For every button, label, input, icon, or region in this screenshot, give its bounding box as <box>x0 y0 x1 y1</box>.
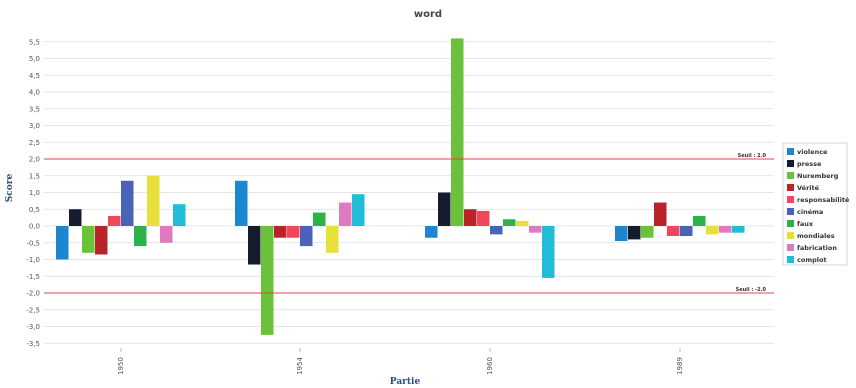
bar-presse-1960 <box>438 192 451 226</box>
bar-Nuremberg-1960 <box>451 38 464 227</box>
bar-complot-1989 <box>732 226 745 233</box>
bar-presse-1950 <box>69 209 82 226</box>
y-tick-label: 2,0 <box>29 156 40 164</box>
bar-mondiales-1950 <box>147 175 160 226</box>
threshold-label: Seuil : -2.0 <box>736 287 767 293</box>
y-tick-label: 3,5 <box>29 105 40 113</box>
bar-violence-1950 <box>56 226 69 260</box>
bar-complot-1960 <box>542 226 555 278</box>
y-tick-label: -0,5 <box>26 239 40 247</box>
bar-cinéma-1960 <box>490 226 503 235</box>
legend-swatch-mondiales <box>787 232 794 239</box>
y-tick-label: 0,0 <box>29 223 40 231</box>
threshold-lines: Seuil : 2.0 Seuil : -2.0 <box>44 153 774 294</box>
y-tick-label: 2,5 <box>29 139 40 147</box>
legend-swatch-Nuremberg <box>787 172 794 179</box>
y-axis-label: Score <box>5 174 15 203</box>
y-tick-label: -3,5 <box>26 340 40 348</box>
bar-cinéma-1954 <box>300 226 313 247</box>
x-tick-label: 1954 <box>296 357 304 375</box>
bar-mondiales-1960 <box>516 220 529 226</box>
bar-fabrication-1960 <box>529 226 542 233</box>
bar-responsabilité-1960 <box>477 210 490 226</box>
y-tick-label: -1,0 <box>26 256 40 264</box>
legend-swatch-complot <box>787 256 794 263</box>
x-axis-label: Partie <box>390 377 421 387</box>
bar-violence-1954 <box>235 180 248 226</box>
y-tick-label: -2,5 <box>26 306 40 314</box>
legend-swatch-fabrication <box>787 244 794 251</box>
y-tick-label: -1,5 <box>26 273 40 281</box>
bar-cinéma-1989 <box>680 226 693 237</box>
y-axis-ticks: 5,5 5,0 4,5 4,0 3,5 3,0 2,5 2,0 1,5 1,0 0,5 0,0 -0,5… <box>26 38 40 348</box>
bar-Vérité-1989 <box>654 202 667 226</box>
bar-fabrication-1989 <box>719 226 732 233</box>
bar-Nuremberg-1954 <box>261 226 274 335</box>
x-tick-label: 1950 <box>117 357 125 375</box>
bar-responsabilité-1989 <box>667 226 680 237</box>
bar-cinéma-1950 <box>121 180 134 226</box>
legend-label: faux <box>797 220 814 228</box>
y-tick-label: 4,5 <box>29 72 40 80</box>
threshold-label: Seuil : 2.0 <box>738 153 767 159</box>
legend-swatch-violence <box>787 148 794 155</box>
bar-Nuremberg-1989 <box>641 226 654 238</box>
bar-presse-1954 <box>248 226 261 265</box>
bar-faux-1950 <box>134 226 147 247</box>
bar-mondiales-1954 <box>326 226 339 253</box>
legend: violence presse Nuremberg Vérité responsabil… <box>782 142 850 266</box>
legend-swatch-faux <box>787 220 794 227</box>
bar-faux-1989 <box>693 215 706 226</box>
bar-responsabilité-1950 <box>108 215 121 226</box>
legend-swatch-responsabilité <box>787 196 794 203</box>
bar-presse-1989 <box>628 226 641 240</box>
legend-label: Nuremberg <box>797 172 839 180</box>
legend-label: cinéma <box>797 208 823 216</box>
bar-Nuremberg-1950 <box>82 226 95 253</box>
legend-label: presse <box>797 160 822 168</box>
chart-title: word <box>414 9 442 20</box>
y-tick-label: 3,0 <box>29 122 40 130</box>
bar-responsabilité-1954 <box>287 226 300 238</box>
y-tick-label: 5,5 <box>29 38 40 46</box>
bar-fabrication-1950 <box>160 226 173 243</box>
legend-label: violence <box>797 148 828 156</box>
bar-faux-1960 <box>503 219 516 226</box>
x-tick-label: 1960 <box>486 357 494 375</box>
bar-Vérité-1954 <box>274 226 287 238</box>
y-tick-label: 4,0 <box>29 89 40 97</box>
legend-label: Vérité <box>797 184 820 192</box>
legend-label: mondiales <box>797 232 835 240</box>
y-tick-label: -3,0 <box>26 323 40 331</box>
bar-complot-1954 <box>352 194 365 226</box>
bar-fabrication-1954 <box>339 202 352 226</box>
legend-label: complot <box>797 256 827 264</box>
legend-label: fabrication <box>797 244 837 252</box>
y-tick-label: -2,0 <box>26 290 40 298</box>
bar-faux-1954 <box>313 212 326 226</box>
bar-violence-1989 <box>615 226 628 242</box>
y-tick-label: 1,5 <box>29 172 40 180</box>
legend-swatch-cinéma <box>787 208 794 215</box>
x-tick-label: 1989 <box>676 357 684 375</box>
bar-Vérité-1960 <box>464 209 477 226</box>
bar-mondiales-1989 <box>706 226 719 235</box>
legend-swatch-presse <box>787 160 794 167</box>
x-axis-ticks: 1950 1954 1960 1989 <box>117 348 684 375</box>
y-tick-label: 0,5 <box>29 206 40 214</box>
y-tick-label: 5,0 <box>29 55 40 63</box>
bars <box>56 38 745 335</box>
bar-complot-1950 <box>173 204 186 226</box>
bar-Vérité-1950 <box>95 226 108 255</box>
bar-violence-1960 <box>425 226 438 238</box>
y-tick-label: 1,0 <box>29 189 40 197</box>
legend-swatch-Vérité <box>787 184 794 191</box>
legend-label: responsabilité <box>797 196 850 204</box>
